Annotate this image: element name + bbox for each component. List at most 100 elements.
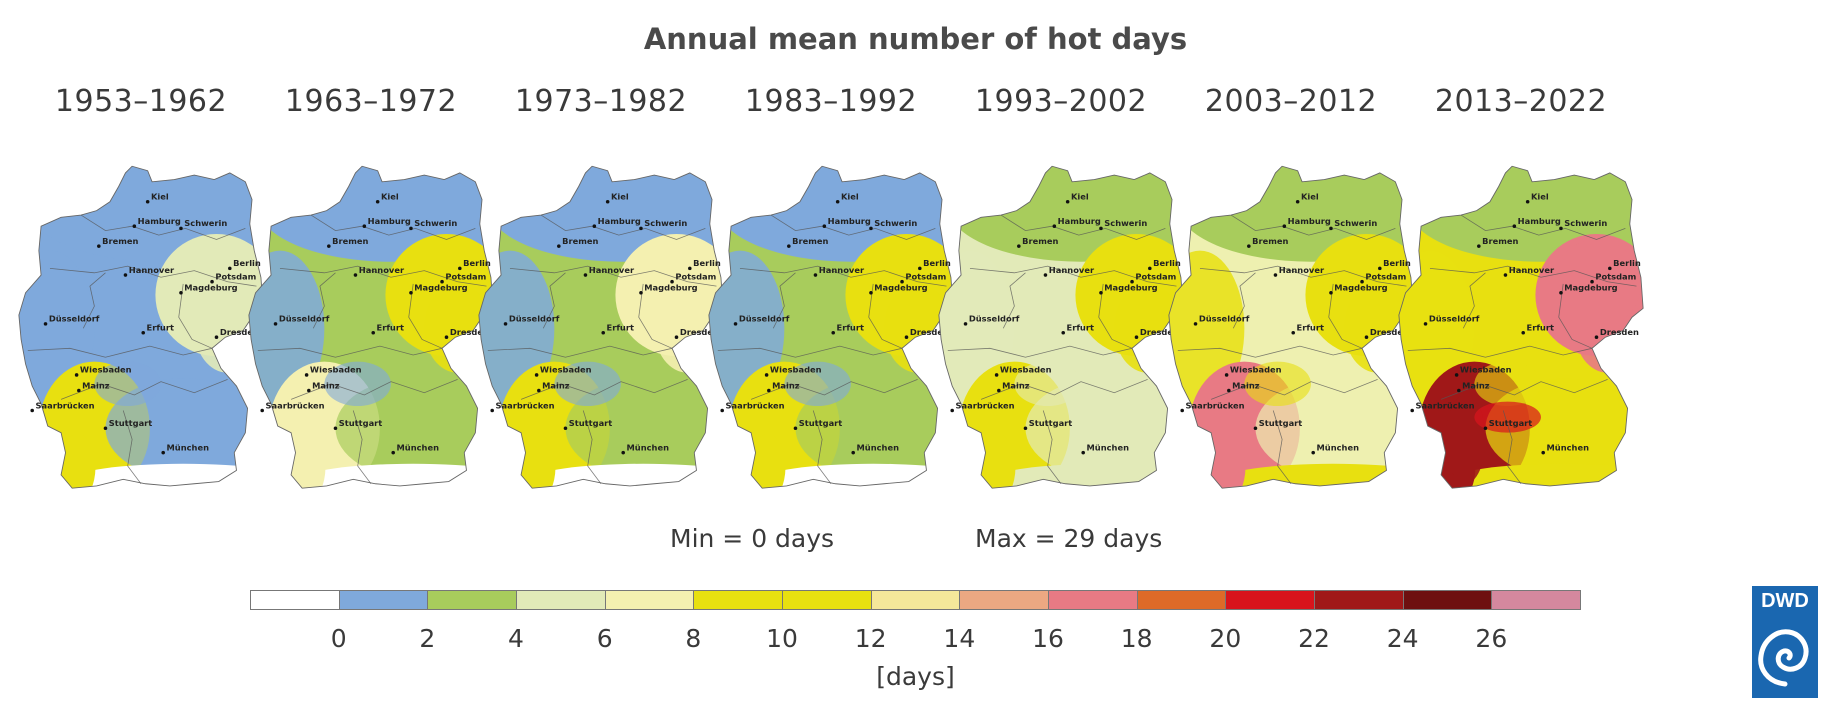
city-dot: [1134, 335, 1139, 339]
city-label: Mainz: [82, 380, 110, 390]
city-dot: [813, 273, 818, 277]
city-dot: [918, 266, 922, 271]
city-label: Magdeburg: [874, 283, 927, 293]
city-label: Dresden: [1600, 327, 1639, 337]
city-dot: [1329, 226, 1333, 231]
city-dot: [787, 244, 791, 248]
city-dot: [1525, 199, 1530, 204]
city-dot: [145, 199, 150, 204]
city-dot: [362, 224, 367, 228]
city-dot: [605, 199, 610, 204]
city-dot: [391, 450, 395, 455]
legend-tick-label: 10: [766, 624, 798, 653]
city-dot: [764, 373, 769, 377]
min-label: Min = 0 days: [670, 524, 835, 553]
legend-tick-label: 26: [1475, 624, 1508, 653]
city-dot: [674, 335, 679, 339]
city-label: Kiel: [611, 192, 629, 202]
city-label: Schwerin: [874, 218, 917, 228]
city-label: Wiesbaden: [1230, 365, 1282, 375]
city-dot: [639, 226, 643, 231]
city-dot: [333, 426, 338, 431]
city-label: Berlin: [463, 258, 491, 268]
city-label: Mainz: [312, 380, 340, 390]
city-dot: [1043, 273, 1048, 277]
city-dot: [353, 273, 358, 277]
city-label: Schwerin: [1334, 218, 1377, 228]
city-dot: [534, 373, 539, 377]
city-dot: [720, 408, 724, 413]
legend-tick-label: 24: [1386, 624, 1419, 653]
city-label: Erfurt: [837, 323, 864, 333]
city-label: Potsdam: [675, 271, 716, 281]
city-label: Saarbrücken: [1186, 400, 1245, 410]
city-dot: [103, 426, 108, 431]
period-label: 1953–1962: [54, 84, 228, 119]
germany-map: Kiel Hamburg Schwerin Bremen Berlin Hannover P…: [938, 165, 1184, 489]
city-label: Bremen: [1482, 236, 1518, 246]
city-dot: [1360, 279, 1364, 284]
city-dot: [43, 322, 48, 326]
city-label: Bremen: [1252, 236, 1288, 246]
city-label: Dresden: [450, 327, 489, 337]
city-label: Potsdam: [215, 271, 256, 281]
city-label: Magdeburg: [1104, 283, 1157, 293]
city-dot: [74, 373, 79, 377]
city-label: Hannover: [589, 265, 635, 275]
map-panel: 1953–1962 Kiel Hamburg Schwerin Bremen Berlin…: [10, 78, 272, 498]
city-label: München: [857, 442, 900, 452]
city-dot: [1329, 291, 1333, 295]
city-label: Düsseldorf: [739, 314, 790, 324]
legend-swatch: [870, 590, 961, 610]
city-label: Erfurt: [377, 323, 404, 333]
city-label: Berlin: [1383, 258, 1411, 268]
city-label: Wiesbaden: [310, 365, 362, 375]
city-dot: [1099, 226, 1103, 231]
city-dot: [1023, 426, 1028, 431]
city-dot: [831, 330, 835, 335]
legend-tick-label: 18: [1120, 624, 1153, 653]
city-label: Saarbrücken: [1416, 400, 1475, 410]
city-dot: [1193, 322, 1198, 326]
period-label: 2003–2012: [1204, 84, 1378, 119]
city-label: Schwerin: [414, 218, 457, 228]
map-panel: 1973–1982 Kiel Hamburg Schwerin Bremen Berlin…: [470, 78, 732, 498]
city-dot: [1590, 279, 1594, 284]
city-dot: [1378, 266, 1382, 271]
city-label: Kiel: [841, 192, 859, 202]
city-label: Stuttgart: [339, 418, 382, 428]
city-dot: [1081, 450, 1085, 455]
city-label: Potsdam: [445, 271, 486, 281]
period-label: 1983–1992: [744, 84, 918, 119]
city-dot: [1065, 199, 1070, 204]
city-dot: [141, 330, 145, 335]
city-label: Wiesbaden: [80, 365, 132, 375]
city-label: Bremen: [792, 236, 828, 246]
city-label: Hannover: [359, 265, 405, 275]
city-label: Düsseldorf: [279, 314, 330, 324]
city-dot: [1457, 388, 1461, 393]
city-label: Hannover: [1049, 265, 1095, 275]
city-label: Hannover: [1279, 265, 1325, 275]
city-label: Dresden: [1140, 327, 1179, 337]
city-label: Saarbrücken: [726, 400, 785, 410]
city-label: Stuttgart: [1489, 418, 1532, 428]
city-dot: [869, 291, 873, 295]
city-label: Kiel: [1071, 192, 1089, 202]
city-label: Potsdam: [905, 271, 946, 281]
city-label: Kiel: [1301, 192, 1319, 202]
city-dot: [1061, 330, 1065, 335]
city-dot: [179, 291, 183, 295]
city-dot: [409, 226, 413, 231]
city-label: Bremen: [562, 236, 598, 246]
city-dot: [869, 226, 873, 231]
city-label: Schwerin: [184, 218, 227, 228]
city-label: Wiesbaden: [770, 365, 822, 375]
germany-map: Kiel Hamburg Schwerin Bremen Berlin Hannover P…: [18, 165, 264, 489]
map-panel: 1963–1972 Kiel Hamburg Schwerin Bremen Berlin…: [240, 78, 502, 498]
city-dot: [1180, 408, 1184, 413]
city-dot: [375, 199, 380, 204]
germany-map: Kiel Hamburg Schwerin Bremen Berlin Hannover P…: [1168, 165, 1414, 489]
city-dot: [963, 322, 968, 326]
city-dot: [327, 244, 331, 248]
